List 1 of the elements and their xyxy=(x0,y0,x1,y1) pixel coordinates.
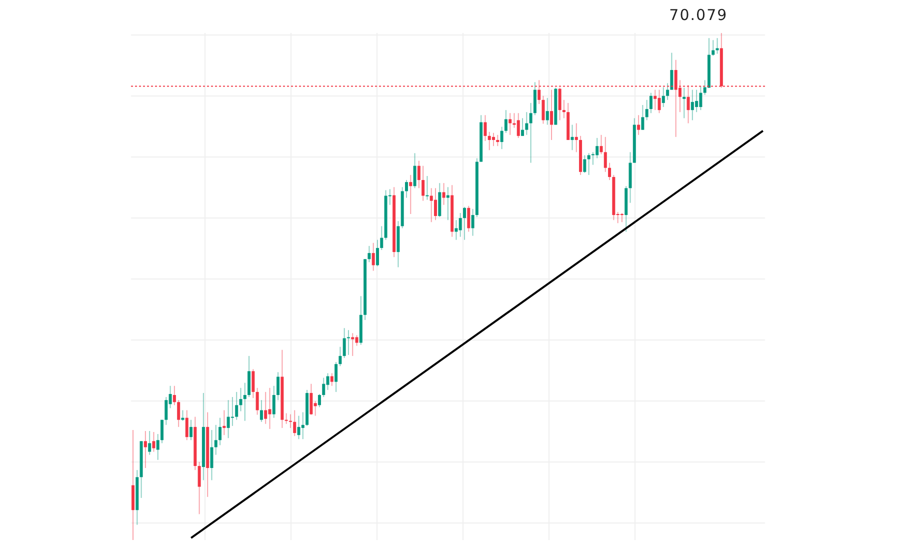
text: 70.079 xyxy=(669,6,728,24)
